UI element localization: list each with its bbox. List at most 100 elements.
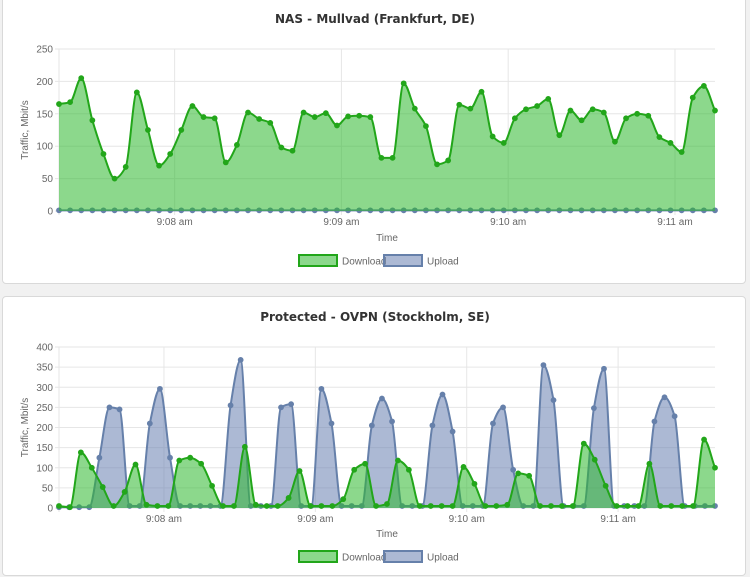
data-point-download bbox=[220, 503, 226, 509]
data-point-download bbox=[515, 470, 522, 477]
data-point-download bbox=[456, 101, 463, 108]
x-tick-label: 9:10 am bbox=[449, 514, 485, 525]
data-point-download bbox=[411, 105, 418, 112]
legend-swatch-download bbox=[298, 254, 338, 267]
data-point-download bbox=[624, 503, 631, 509]
data-point-upload bbox=[439, 391, 446, 398]
data-point-download bbox=[427, 503, 434, 509]
data-point-download bbox=[329, 503, 336, 509]
x-tick-label: 9:08 am bbox=[157, 217, 193, 228]
data-point-download bbox=[122, 164, 129, 170]
x-tick-label: 9:08 am bbox=[146, 514, 182, 525]
data-point-download bbox=[700, 83, 707, 89]
y-tick-label: 200 bbox=[36, 77, 53, 88]
data-point-download bbox=[121, 489, 128, 495]
data-point-download bbox=[635, 503, 642, 509]
data-point-upload bbox=[146, 420, 153, 427]
data-point-download bbox=[133, 89, 140, 96]
data-point-download bbox=[373, 503, 379, 509]
data-point-download bbox=[449, 503, 456, 509]
data-point-download bbox=[668, 503, 675, 509]
traffic-chart-protected: Protected - OVPN (Stockholm, SE) 0 50 100 15… bbox=[20, 310, 718, 564]
x-tick-label: 9:11 am bbox=[600, 514, 635, 525]
data-point-download bbox=[405, 466, 412, 473]
data-point-download bbox=[526, 472, 533, 479]
data-point-upload bbox=[116, 406, 123, 413]
y-tick-label: 0 bbox=[47, 207, 53, 218]
data-point-download bbox=[362, 460, 369, 467]
data-point-download bbox=[423, 123, 429, 130]
data-point-download bbox=[589, 106, 596, 113]
y-axis-title: Traffic, Mbit/s bbox=[20, 398, 31, 457]
data-point-download bbox=[471, 480, 478, 487]
data-point-download bbox=[88, 464, 95, 471]
x-axis-title: Time bbox=[376, 529, 398, 540]
data-point-download bbox=[548, 503, 554, 509]
data-point-download bbox=[569, 503, 576, 509]
legend-label-download: Download bbox=[342, 553, 386, 564]
data-point-download bbox=[679, 503, 686, 509]
data-point-download bbox=[132, 461, 139, 468]
legend-label-download: Download bbox=[342, 257, 386, 268]
data-point-download bbox=[612, 138, 618, 145]
x-tick-label: 9:11 am bbox=[657, 217, 692, 228]
data-point-download bbox=[523, 106, 529, 113]
data-point-download bbox=[493, 503, 500, 509]
data-point-download bbox=[504, 501, 511, 508]
series-area-download bbox=[59, 78, 715, 211]
data-point-upload bbox=[106, 404, 113, 411]
data-point-download bbox=[478, 88, 485, 95]
data-point-download bbox=[367, 114, 374, 120]
y-tick-label: 300 bbox=[36, 383, 53, 394]
data-point-upload bbox=[550, 397, 557, 404]
data-point-download bbox=[657, 503, 664, 509]
data-point-download bbox=[56, 503, 62, 509]
series-area-download bbox=[59, 439, 715, 508]
data-point-download bbox=[278, 144, 285, 151]
data-point-upload bbox=[429, 422, 436, 429]
data-point-download bbox=[384, 501, 390, 507]
y-axis-title: Traffic, Mbit/s bbox=[20, 100, 31, 159]
y-tick-label: 150 bbox=[36, 109, 53, 120]
data-point-download bbox=[489, 133, 496, 140]
data-point-upload bbox=[500, 404, 506, 411]
data-point-download bbox=[389, 154, 396, 161]
data-point-download bbox=[656, 134, 663, 141]
data-point-download bbox=[712, 107, 718, 114]
data-point-upload bbox=[227, 402, 234, 409]
data-point-download bbox=[482, 503, 489, 509]
data-point-download bbox=[600, 109, 607, 116]
data-point-download bbox=[300, 109, 307, 116]
data-point-download bbox=[395, 457, 401, 464]
y-tick-label: 400 bbox=[36, 343, 53, 354]
y-tick-label: 100 bbox=[36, 142, 53, 153]
y-tick-label: 250 bbox=[36, 403, 53, 414]
legend-label-upload: Upload bbox=[427, 257, 459, 268]
x-axis-title: Time bbox=[376, 233, 398, 244]
data-point-upload bbox=[590, 405, 597, 412]
data-point-upload bbox=[368, 422, 375, 429]
data-point-download bbox=[345, 113, 351, 120]
series-area-upload bbox=[59, 359, 715, 508]
data-point-download bbox=[559, 503, 565, 509]
data-point-download bbox=[537, 503, 543, 509]
data-point-upload bbox=[167, 454, 173, 461]
data-point-download bbox=[156, 162, 162, 169]
legend-label-upload: Upload bbox=[427, 553, 459, 564]
data-point-download bbox=[165, 503, 172, 509]
data-point-download bbox=[145, 127, 151, 133]
data-point-download bbox=[143, 501, 150, 508]
data-point-download bbox=[334, 122, 340, 129]
data-point-download bbox=[187, 454, 194, 461]
data-point-download bbox=[678, 149, 685, 155]
data-point-download bbox=[267, 119, 274, 126]
data-point-upload bbox=[449, 428, 456, 435]
data-point-download bbox=[241, 443, 248, 450]
data-point-download bbox=[701, 436, 707, 443]
y-tick-label: 50 bbox=[42, 483, 54, 494]
y-tick-label: 350 bbox=[36, 363, 53, 374]
data-point-download bbox=[356, 112, 363, 119]
data-point-upload bbox=[510, 466, 517, 473]
data-point-upload bbox=[157, 385, 163, 392]
chart-card-nas-mullvad: NAS - Mullvad (Frankfurt, DE) 0 50 100 150 20… bbox=[2, 0, 746, 284]
